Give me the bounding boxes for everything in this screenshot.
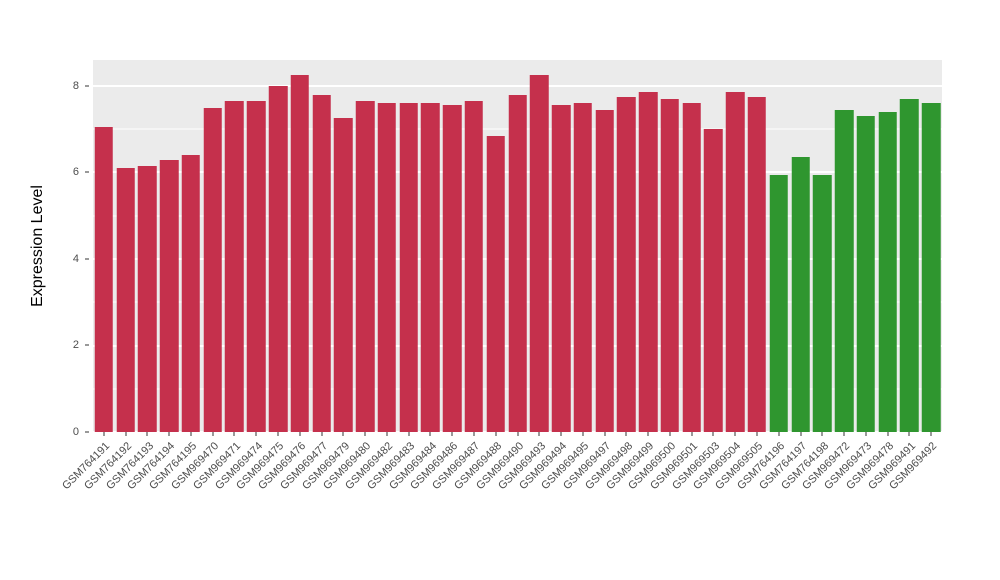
bar [704, 129, 723, 432]
x-axis-labels: GSM764191 GSM764192 GSM764193 GSM764194 GSM7… [60, 432, 942, 580]
y-tick-mark [85, 258, 89, 260]
bar [660, 98, 680, 432]
x-tick-mark [669, 432, 671, 436]
x-tick-mark [821, 432, 823, 436]
bar [725, 92, 745, 432]
bar [530, 75, 549, 432]
bar [334, 118, 353, 432]
bar [247, 101, 266, 432]
bar [508, 94, 527, 432]
y-tick-mark [85, 171, 89, 173]
x-tick-mark [277, 432, 279, 436]
x-tick-mark [473, 432, 475, 436]
y-tick-label: 8 [72, 79, 79, 92]
x-tick-mark [647, 432, 649, 436]
y-tick-mark [85, 431, 89, 433]
y-tick-label: 4 [72, 252, 79, 265]
x-tick-mark [517, 432, 518, 436]
bar [464, 101, 484, 432]
x-tick-mark [364, 432, 366, 436]
bar [442, 105, 462, 432]
y-tick-label: 2 [72, 339, 79, 352]
x-tick-mark [887, 432, 889, 436]
x-tick-mark [495, 432, 497, 436]
bar [638, 92, 658, 432]
gridline-major [93, 84, 942, 87]
x-tick-mark [408, 432, 410, 436]
x-tick-mark [386, 432, 388, 436]
y-tick-mark [85, 344, 89, 346]
y-axis-tick-labels: 0 2 4 6 8 [0, 60, 89, 438]
bar [878, 111, 897, 432]
bar [900, 98, 919, 432]
x-tick-mark [908, 432, 910, 436]
x-tick-mark [843, 432, 845, 436]
bar [203, 107, 222, 432]
x-tick-mark [625, 432, 627, 436]
x-tick-mark [233, 432, 235, 436]
bar [551, 105, 571, 432]
x-tick-mark [429, 432, 431, 436]
x-tick-mark [778, 432, 780, 436]
bar [138, 165, 157, 432]
bar [94, 127, 114, 432]
x-tick-mark [756, 432, 758, 436]
x-tick-mark [321, 432, 323, 436]
bar [573, 103, 593, 432]
x-tick-mark [212, 432, 214, 436]
bar [813, 174, 832, 432]
x-tick-mark [168, 432, 170, 436]
x-tick-mark [800, 432, 801, 436]
bar [617, 96, 636, 432]
x-tick-mark [930, 432, 932, 436]
bar [834, 109, 854, 432]
x-tick-mark [691, 432, 693, 436]
bar [769, 174, 788, 432]
x-tick-mark [865, 432, 867, 436]
bar [595, 109, 614, 432]
x-tick-mark [190, 432, 192, 436]
x-tick-mark [734, 432, 736, 436]
x-tick-mark [582, 432, 584, 436]
x-tick-mark [342, 432, 344, 436]
bar [312, 94, 331, 432]
x-tick-mark [146, 432, 148, 436]
bar [159, 159, 179, 432]
bar [225, 101, 244, 432]
bar [290, 75, 310, 432]
x-tick-mark [712, 432, 714, 436]
x-tick-mark [560, 432, 562, 436]
bar [116, 168, 135, 432]
x-tick-mark [103, 432, 105, 436]
bar [377, 103, 397, 432]
plot-panel [93, 60, 942, 433]
bar [421, 103, 440, 432]
y-tick-mark [85, 85, 89, 87]
x-tick-mark [538, 432, 540, 436]
bar [181, 155, 201, 432]
bar [791, 157, 810, 432]
x-tick-mark [451, 432, 453, 436]
bar [856, 116, 876, 432]
bar [682, 103, 701, 432]
x-tick-mark [604, 432, 606, 436]
y-tick-label: 6 [72, 166, 79, 179]
bar [355, 101, 375, 432]
x-tick-mark [125, 432, 127, 436]
bar [921, 103, 941, 432]
y-tick-label: 0 [72, 426, 79, 438]
x-tick-mark [299, 432, 301, 436]
bar [399, 103, 418, 432]
bar [268, 85, 288, 432]
bar [486, 135, 505, 432]
x-tick-mark [255, 432, 257, 436]
bar [747, 96, 767, 432]
